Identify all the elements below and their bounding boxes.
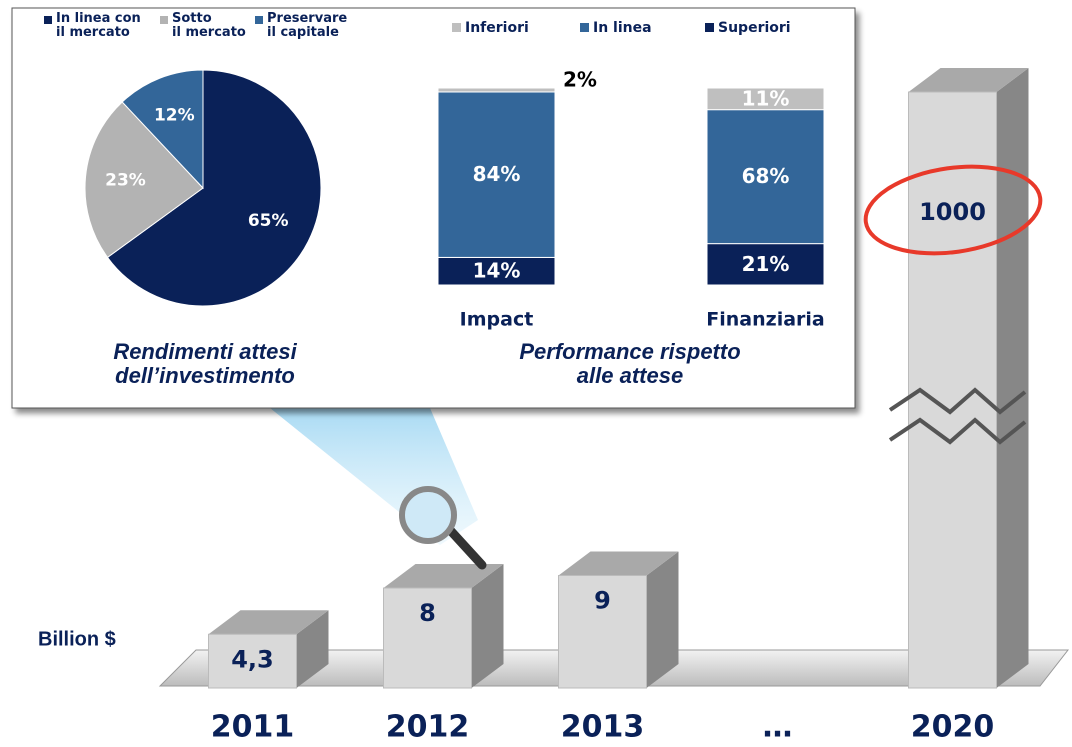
caption: Rendimenti attesi dell’investimento bbox=[113, 340, 296, 388]
value-label: 68% bbox=[742, 164, 790, 188]
legend-swatch bbox=[255, 16, 263, 24]
value-label: 14% bbox=[473, 259, 521, 283]
x-tick-label: Finanziaria bbox=[706, 309, 824, 331]
legend-label: In linea bbox=[593, 20, 652, 36]
bar-side bbox=[997, 68, 1029, 688]
infographic: 4,3 8 9 1000 Billion $ 2011 2012 2013 … 2020 65% 2… bbox=[0, 0, 1072, 747]
x-tick-label: … bbox=[763, 710, 793, 745]
value-label: 84% bbox=[473, 162, 521, 186]
x-tick-label: 2011 bbox=[211, 710, 295, 745]
legend-swatch bbox=[705, 23, 714, 32]
legend-swatch bbox=[160, 16, 168, 24]
value-label: 4,3 bbox=[231, 645, 274, 673]
value-label: 1000 bbox=[919, 198, 986, 226]
value-label: 2% bbox=[563, 68, 597, 92]
legend-label: In linea con il mercato bbox=[56, 12, 141, 41]
x-tick-label: 2012 bbox=[386, 710, 470, 745]
legend-label: Sotto il mercato bbox=[172, 12, 246, 41]
x-tick-label: 2013 bbox=[561, 710, 645, 745]
legend-swatch bbox=[580, 23, 589, 32]
value-label: 65% bbox=[248, 211, 289, 231]
value-label: 23% bbox=[105, 171, 146, 191]
y-axis-label: Billion $ bbox=[38, 628, 116, 650]
value-label: 12% bbox=[154, 106, 195, 126]
legend-label: Inferiori bbox=[465, 20, 529, 36]
value-label: 8 bbox=[419, 599, 436, 627]
legend-label: Preservare il capitale bbox=[267, 12, 347, 41]
bar-segment bbox=[438, 88, 555, 92]
value-label: 21% bbox=[742, 252, 790, 276]
x-tick-label: Impact bbox=[460, 309, 534, 331]
value-label: 11% bbox=[742, 86, 790, 110]
magnifier bbox=[402, 489, 482, 565]
legend-label: Superiori bbox=[718, 20, 791, 36]
legend-swatch bbox=[44, 16, 52, 24]
legend-swatch bbox=[452, 23, 461, 32]
value-label: 9 bbox=[594, 587, 611, 615]
x-tick-label: 2020 bbox=[911, 710, 995, 745]
caption: Performance rispetto alle attese bbox=[519, 340, 740, 388]
bar-side bbox=[647, 552, 679, 689]
